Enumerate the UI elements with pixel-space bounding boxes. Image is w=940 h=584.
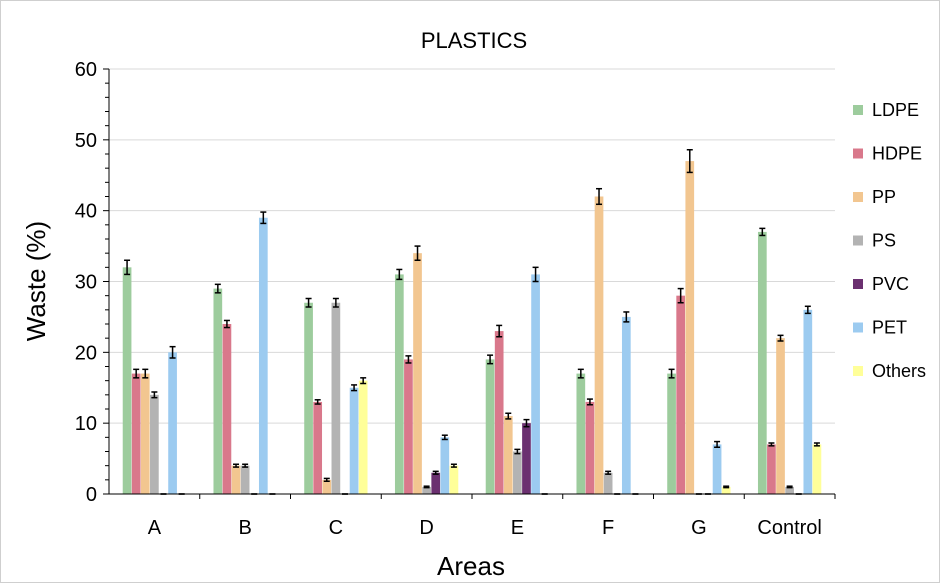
bar-ps-control xyxy=(785,486,794,494)
bar-pet-f xyxy=(621,316,631,494)
x-tick-label: D xyxy=(419,517,433,539)
legend-swatch-pvc xyxy=(853,279,863,289)
bar-hdpe-e xyxy=(494,331,504,494)
legend-swatch-ps xyxy=(853,235,863,246)
bar-pp-g xyxy=(685,161,695,495)
chart-title: PLASTICS xyxy=(421,28,527,53)
y-axis-title: Waste (%) xyxy=(21,221,51,341)
legend-swatch-others xyxy=(853,366,863,376)
legend-label-ps: PS xyxy=(872,231,896,251)
tick-labels: A B C D E F G Control 0 10 20 30 40 50 60 xyxy=(75,59,822,539)
bar-pp-control xyxy=(776,338,785,494)
x-tick-label: F xyxy=(602,517,614,539)
bar-pet-c xyxy=(349,387,359,494)
bar-pet-d xyxy=(440,437,450,494)
legend-label-ldpe: LDPE xyxy=(872,100,919,120)
y-tick-label: 20 xyxy=(75,342,97,364)
bar-pet-e xyxy=(531,274,540,494)
x-tick-label: E xyxy=(511,517,524,539)
y-tick-label: 50 xyxy=(75,130,97,152)
bar-hdpe-f xyxy=(585,401,595,494)
bar-ldpe-f xyxy=(576,373,586,494)
bar-ps-f xyxy=(603,472,613,494)
bar-pet-a xyxy=(168,352,177,494)
bar-ps-c xyxy=(331,302,341,494)
legend-label-pet: PET xyxy=(872,318,907,338)
bar-others-c xyxy=(358,380,368,494)
bar-pet-g xyxy=(712,444,722,494)
bar-ldpe-control xyxy=(757,231,767,494)
x-tick-label: B xyxy=(238,517,251,539)
legend: LDPE HDPE PP PS PVC PET Others xyxy=(853,100,926,381)
x-tick-label: Control xyxy=(757,517,821,539)
legend-label-pvc: PVC xyxy=(872,274,909,294)
bar-others-control xyxy=(812,444,822,494)
bar-hdpe-control xyxy=(767,444,776,494)
bar-pp-d xyxy=(413,253,422,494)
y-tick-label: 0 xyxy=(86,484,97,506)
bar-ldpe-c xyxy=(304,302,313,494)
bar-others-g xyxy=(721,486,731,494)
bar-pp-a xyxy=(140,373,150,494)
bar-ps-a xyxy=(150,394,159,494)
x-tick-label: C xyxy=(329,517,343,539)
bar-pp-b xyxy=(231,465,241,494)
legend-label-others: Others xyxy=(872,361,926,381)
bars xyxy=(122,149,822,495)
bar-ps-b xyxy=(240,465,250,494)
y-tick-label: 30 xyxy=(75,272,97,294)
bar-ldpe-d xyxy=(394,274,404,494)
x-tick-label: A xyxy=(148,517,162,539)
legend-swatch-ldpe xyxy=(853,105,863,115)
y-tick-label: 10 xyxy=(75,413,97,435)
x-axis-title: Areas xyxy=(437,551,505,581)
bar-ldpe-e xyxy=(485,359,495,494)
bar-hdpe-b xyxy=(222,324,232,494)
bar-pp-c xyxy=(322,479,332,494)
bar-pet-b xyxy=(258,217,268,494)
y-tick-label: 40 xyxy=(75,201,97,223)
legend-label-hdpe: HDPE xyxy=(872,144,922,164)
bar-ldpe-g xyxy=(667,373,676,494)
x-tick-label: G xyxy=(691,517,707,539)
axes xyxy=(103,68,836,499)
legend-label-pp: PP xyxy=(872,187,896,207)
bar-hdpe-g xyxy=(676,295,686,494)
bar-pvc-e xyxy=(522,423,531,494)
bar-hdpe-c xyxy=(313,401,323,494)
bar-pp-e xyxy=(503,416,513,494)
y-tick-label: 60 xyxy=(75,59,97,81)
bar-hdpe-a xyxy=(131,373,141,494)
legend-swatch-pet xyxy=(853,322,863,333)
bar-others-d xyxy=(449,465,459,494)
legend-swatch-pp xyxy=(853,192,863,202)
bar-ps-e xyxy=(513,451,522,494)
legend-swatch-hdpe xyxy=(853,148,863,159)
bar-ps-d xyxy=(422,486,431,494)
bar-pet-control xyxy=(803,309,813,494)
bar-pp-f xyxy=(594,196,604,494)
bar-pvc-d xyxy=(431,472,441,494)
bar-ldpe-b xyxy=(213,288,223,494)
bar-ldpe-a xyxy=(122,267,132,494)
bar-hdpe-d xyxy=(404,359,413,494)
